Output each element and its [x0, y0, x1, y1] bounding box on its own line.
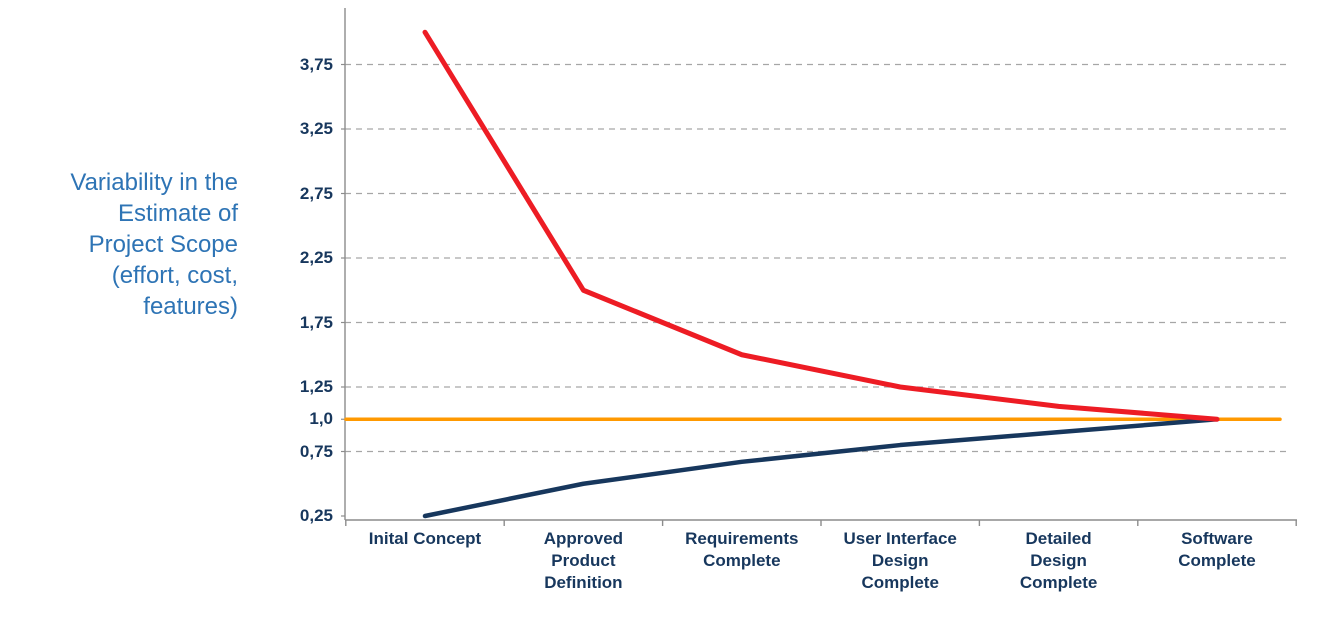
y-tick-label: 1,25: [299, 377, 333, 396]
y-tick-label: 1,75: [299, 312, 333, 332]
y-axis-title: Variability in the Estimate of Project S…: [70, 169, 238, 320]
x-category-label: User Interface Design Complete: [843, 529, 957, 592]
y-tick-label: 0,75: [299, 441, 333, 461]
x-category-label: Detailed Design Complete: [1019, 529, 1098, 592]
y-tick-label: 3,25: [299, 119, 333, 138]
y-tick-label: 3,75: [299, 54, 333, 74]
x-category-label: Requirements Complete: [685, 529, 799, 570]
x-category-label: Software Complete: [1178, 529, 1256, 570]
x-category-label: Approved Product Definition: [543, 529, 624, 592]
y-tick-label: 2,25: [299, 248, 333, 267]
lower-estimate-line: [422, 417, 1220, 519]
y-tick-label: 2,75: [299, 183, 333, 203]
y-tick-label: 1,0: [309, 409, 333, 429]
y-tick-label: 0,25: [299, 506, 333, 525]
x-category-label: Inital Concept: [368, 529, 482, 548]
upper-estimate-line: [422, 29, 1220, 422]
